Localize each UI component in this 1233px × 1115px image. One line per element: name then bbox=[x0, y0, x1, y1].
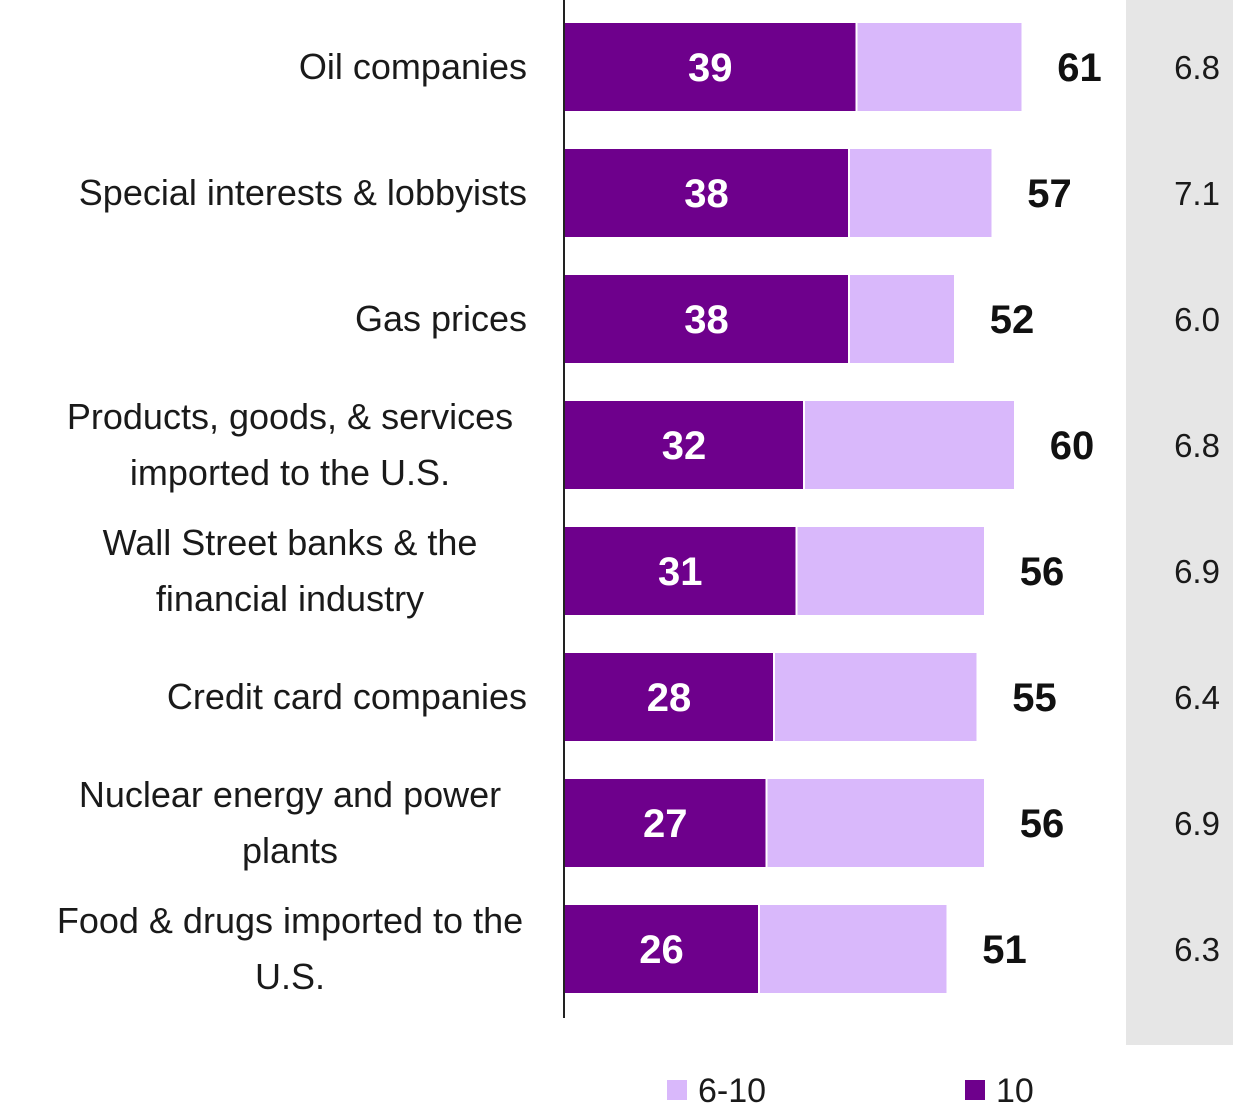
legend-swatch bbox=[667, 1080, 687, 1100]
mean-score-label: 6.9 bbox=[1174, 553, 1220, 590]
mean-panel bbox=[1126, 0, 1233, 1045]
legend-label: 10 bbox=[996, 1072, 1034, 1110]
value-label-10: 27 bbox=[643, 802, 688, 846]
value-label-10: 31 bbox=[658, 550, 703, 594]
bar-10 bbox=[564, 527, 797, 615]
mean-score-label: 6.0 bbox=[1174, 301, 1220, 338]
bar-10 bbox=[564, 23, 857, 111]
mean-score-label: 6.3 bbox=[1174, 931, 1220, 968]
bar-10 bbox=[564, 275, 849, 363]
category-label: Wall Street banks & the bbox=[103, 522, 478, 563]
value-label-6-10: 57 bbox=[1027, 172, 1072, 216]
value-label-6-10: 60 bbox=[1050, 424, 1095, 468]
legend-label: 6-10 bbox=[698, 1072, 766, 1110]
category-label: Products, goods, & services bbox=[67, 396, 513, 437]
value-label-6-10: 61 bbox=[1057, 46, 1102, 90]
value-label-6-10: 56 bbox=[1020, 802, 1065, 846]
mean-score-label: 6.4 bbox=[1174, 679, 1220, 716]
legend-swatch bbox=[965, 1080, 985, 1100]
category-label: Nuclear energy and power bbox=[79, 774, 501, 815]
value-label-10: 38 bbox=[684, 298, 729, 342]
bar-10 bbox=[564, 401, 804, 489]
mean-score-label: 6.8 bbox=[1174, 427, 1220, 464]
category-label: plants bbox=[242, 830, 338, 871]
bar-10 bbox=[564, 905, 759, 993]
category-label: Special interests & lobbyists bbox=[79, 172, 527, 213]
legend-item-10: 10 bbox=[965, 1072, 1034, 1110]
value-label-10: 26 bbox=[639, 928, 684, 972]
labels-layer: 39 61 6.8 Oil companies 38 57 7.1 Special inter… bbox=[57, 46, 1220, 997]
value-label-6-10: 51 bbox=[982, 928, 1027, 972]
category-label: U.S. bbox=[255, 956, 325, 997]
bar-10 bbox=[564, 653, 774, 741]
category-label: Food & drugs imported to the bbox=[57, 900, 523, 941]
value-label-10: 28 bbox=[647, 676, 692, 720]
category-label: Credit card companies bbox=[167, 676, 527, 717]
bar-10 bbox=[564, 779, 767, 867]
mean-score-label: 7.1 bbox=[1174, 175, 1220, 212]
bar-10 bbox=[564, 149, 849, 237]
value-label-6-10: 55 bbox=[1012, 676, 1057, 720]
value-label-6-10: 52 bbox=[990, 298, 1035, 342]
legend: 6-10 10 bbox=[667, 1072, 1034, 1110]
category-label: Oil companies bbox=[299, 46, 527, 87]
value-label-10: 39 bbox=[688, 46, 733, 90]
category-label: Gas prices bbox=[355, 298, 527, 339]
bars-layer bbox=[564, 23, 1022, 993]
category-label: financial industry bbox=[156, 578, 424, 619]
mean-score-label: 6.8 bbox=[1174, 49, 1220, 86]
mean-score-label: 6.9 bbox=[1174, 805, 1220, 842]
value-label-10: 38 bbox=[684, 172, 729, 216]
category-label: imported to the U.S. bbox=[130, 452, 450, 493]
value-label-10: 32 bbox=[662, 424, 707, 468]
value-label-6-10: 56 bbox=[1020, 550, 1065, 594]
legend-item-6-10: 6-10 bbox=[667, 1072, 766, 1110]
